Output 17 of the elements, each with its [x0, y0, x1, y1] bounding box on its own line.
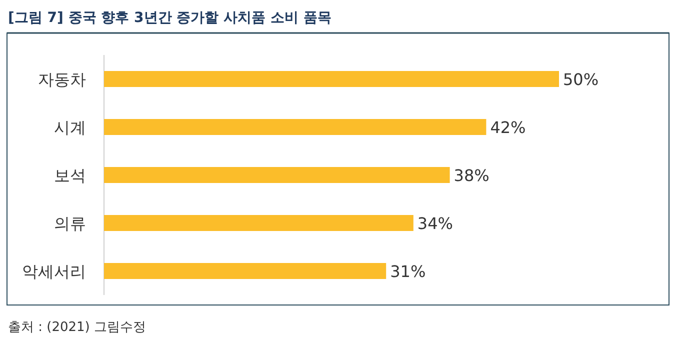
y-tick-label: 자동차 — [38, 70, 86, 89]
chart-title: [그림 7] 중국 향후 3년간 증가할 사치품 소비 품목 — [8, 10, 332, 26]
bar — [104, 71, 559, 87]
data-label: 42% — [490, 118, 526, 137]
source-note: 출처 : (2021) 그림수정 — [8, 320, 146, 335]
y-tick-label: 보석 — [54, 166, 86, 185]
y-tick-label: 의류 — [54, 214, 86, 233]
y-tick-label: 악세서리 — [22, 262, 86, 281]
data-label: 38% — [454, 166, 490, 185]
y-tick-label: 시계 — [54, 118, 86, 137]
bar — [104, 263, 386, 279]
data-label: 50% — [563, 70, 599, 89]
data-label: 31% — [390, 262, 426, 281]
bar — [104, 215, 414, 231]
bar — [104, 119, 486, 135]
data-label: 34% — [417, 214, 453, 233]
bar — [104, 167, 450, 183]
